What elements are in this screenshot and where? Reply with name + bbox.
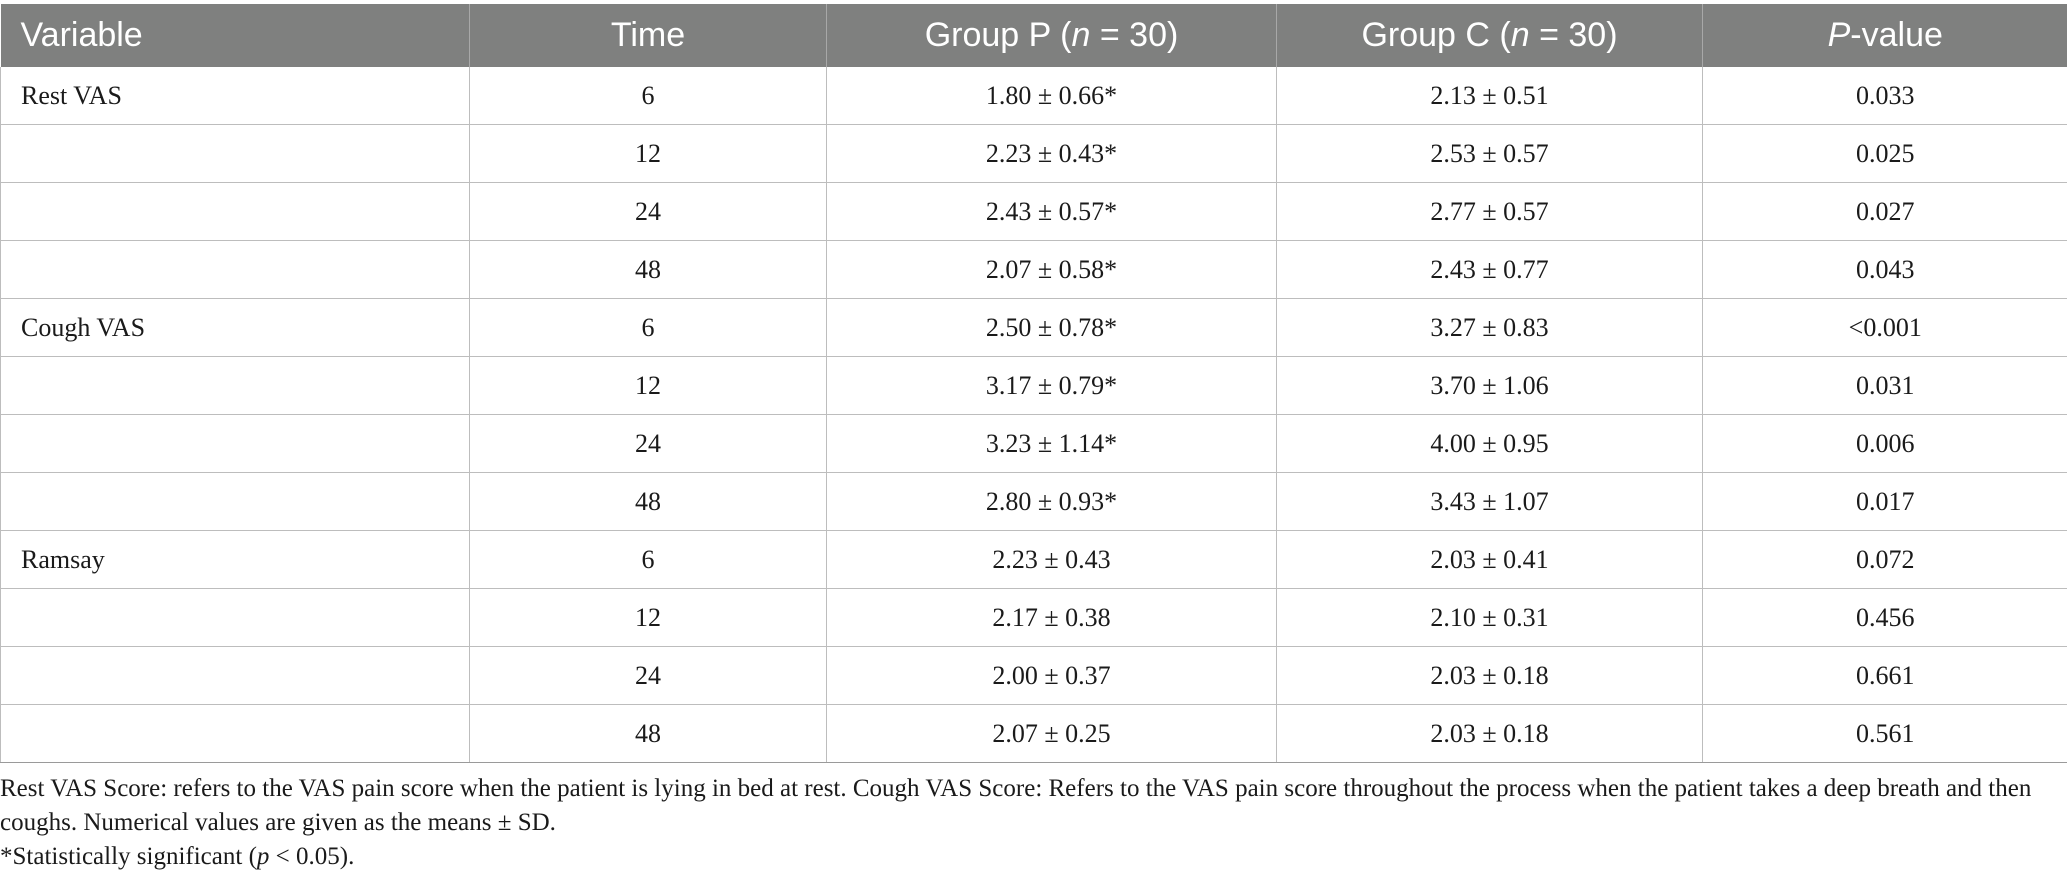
cell-variable: [0, 704, 470, 763]
header-time: Time: [469, 4, 827, 67]
cell-p-value: 0.033: [1702, 67, 2067, 125]
cell-group-p: 2.07 ± 0.25: [826, 704, 1277, 763]
header-group-p-n: n: [1071, 16, 1091, 54]
cell-variable: [0, 472, 470, 531]
cell-group-p: 2.43 ± 0.57*: [826, 182, 1277, 241]
cell-p-value: 0.027: [1702, 182, 2067, 241]
header-group-p-suffix: = 30): [1090, 16, 1179, 54]
cell-variable: [0, 124, 470, 183]
header-group-c-n: n: [1510, 16, 1530, 54]
cell-group-c: 2.03 ± 0.18: [1276, 704, 1703, 763]
cell-variable: [0, 646, 470, 705]
footnote-significance-suffix: < 0.05).: [269, 843, 355, 870]
cell-time: 6: [469, 298, 827, 357]
cell-group-p: 3.17 ± 0.79*: [826, 356, 1277, 415]
cell-time: 12: [469, 124, 827, 183]
table-row: 12 2.17 ± 0.38 2.10 ± 0.31 0.456: [0, 588, 2067, 647]
cell-time: 48: [469, 472, 827, 531]
header-group-p: Group P (n = 30): [826, 4, 1277, 67]
header-row: Variable Time Group P (n = 30) Group C (…: [0, 4, 2067, 67]
header-group-c-suffix: = 30): [1529, 16, 1618, 54]
header-variable: Variable: [0, 4, 470, 67]
cell-group-p: 2.80 ± 0.93*: [826, 472, 1277, 531]
cell-time: 48: [469, 240, 827, 299]
data-table-container: Variable Time Group P (n = 30) Group C (…: [0, 4, 2067, 763]
cell-p-value: 0.006: [1702, 414, 2067, 473]
cell-group-p: 2.00 ± 0.37: [826, 646, 1277, 705]
cell-p-value: <0.001: [1702, 298, 2067, 357]
cell-group-p: 1.80 ± 0.66*: [826, 67, 1277, 125]
cell-time: 6: [469, 530, 827, 589]
cell-group-p: 2.17 ± 0.38: [826, 588, 1277, 647]
cell-p-value: 0.456: [1702, 588, 2067, 647]
cell-p-value: 0.031: [1702, 356, 2067, 415]
cell-group-c: 2.53 ± 0.57: [1276, 124, 1703, 183]
cell-group-c: 2.13 ± 0.51: [1276, 67, 1703, 125]
cell-time: 6: [469, 67, 827, 125]
cell-variable: [0, 356, 470, 415]
cell-p-value: 0.025: [1702, 124, 2067, 183]
table-row: 12 3.17 ± 0.79* 3.70 ± 1.06 0.031: [0, 356, 2067, 415]
cell-p-value: 0.561: [1702, 704, 2067, 763]
cell-p-value: 0.661: [1702, 646, 2067, 705]
cell-variable: [0, 182, 470, 241]
table-header: Variable Time Group P (n = 30) Group C (…: [0, 4, 2067, 67]
cell-group-c: 2.03 ± 0.41: [1276, 530, 1703, 589]
cell-group-c: 3.70 ± 1.06: [1276, 356, 1703, 415]
cell-variable: Cough VAS: [0, 298, 470, 357]
cell-time: 24: [469, 646, 827, 705]
cell-group-p: 2.07 ± 0.58*: [826, 240, 1277, 299]
table-row: 24 2.43 ± 0.57* 2.77 ± 0.57 0.027: [0, 182, 2067, 241]
header-p-value: P-value: [1702, 4, 2067, 67]
cell-p-value: 0.043: [1702, 240, 2067, 299]
cell-time: 48: [469, 704, 827, 763]
cell-variable: [0, 414, 470, 473]
header-group-c-prefix: Group C (: [1361, 16, 1511, 54]
footnote-significance-prefix: *Statistically significant (: [0, 843, 257, 870]
footnote-definitions: Rest VAS Score: refers to the VAS pain s…: [0, 775, 2032, 836]
cell-variable: [0, 588, 470, 647]
table-row: Rest VAS 6 1.80 ± 0.66* 2.13 ± 0.51 0.033: [0, 67, 2067, 125]
cell-group-c: 4.00 ± 0.95: [1276, 414, 1703, 473]
cell-group-c: 2.43 ± 0.77: [1276, 240, 1703, 299]
header-group-c: Group C (n = 30): [1276, 4, 1703, 67]
results-table: Variable Time Group P (n = 30) Group C (…: [0, 4, 2067, 763]
table-row: 48 2.07 ± 0.25 2.03 ± 0.18 0.561: [0, 704, 2067, 763]
cell-group-p: 3.23 ± 1.14*: [826, 414, 1277, 473]
cell-group-c: 3.27 ± 0.83: [1276, 298, 1703, 357]
cell-variable: Ramsay: [0, 530, 470, 589]
cell-group-c: 2.03 ± 0.18: [1276, 646, 1703, 705]
cell-group-p: 2.50 ± 0.78*: [826, 298, 1277, 357]
cell-time: 24: [469, 414, 827, 473]
table-row: 48 2.80 ± 0.93* 3.43 ± 1.07 0.017: [0, 472, 2067, 531]
footnote-significance-p: p: [256, 843, 270, 870]
table-row: 48 2.07 ± 0.58* 2.43 ± 0.77 0.043: [0, 240, 2067, 299]
header-p-value-italic: P: [1827, 16, 1851, 54]
table-row: Ramsay 6 2.23 ± 0.43 2.03 ± 0.41 0.072: [0, 530, 2067, 589]
footnote-significance: *Statistically significant (p < 0.05).: [0, 840, 2060, 874]
cell-p-value: 0.072: [1702, 530, 2067, 589]
cell-time: 12: [469, 588, 827, 647]
table-row: Cough VAS 6 2.50 ± 0.78* 3.27 ± 0.83 <0.001: [0, 298, 2067, 357]
table-row: 12 2.23 ± 0.43* 2.53 ± 0.57 0.025: [0, 124, 2067, 183]
cell-variable: [0, 240, 470, 299]
cell-time: 24: [469, 182, 827, 241]
cell-group-p: 2.23 ± 0.43*: [826, 124, 1277, 183]
cell-p-value: 0.017: [1702, 472, 2067, 531]
table-row: 24 3.23 ± 1.14* 4.00 ± 0.95 0.006: [0, 414, 2067, 473]
cell-group-c: 3.43 ± 1.07: [1276, 472, 1703, 531]
cell-group-c: 2.77 ± 0.57: [1276, 182, 1703, 241]
cell-group-p: 2.23 ± 0.43: [826, 530, 1277, 589]
cell-time: 12: [469, 356, 827, 415]
table-footnotes: Rest VAS Score: refers to the VAS pain s…: [0, 772, 2060, 874]
table-body: Rest VAS 6 1.80 ± 0.66* 2.13 ± 0.51 0.033 12 2…: [0, 67, 2067, 763]
header-group-p-prefix: Group P (: [924, 16, 1072, 54]
cell-variable: Rest VAS: [0, 67, 470, 125]
table-row: 24 2.00 ± 0.37 2.03 ± 0.18 0.661: [0, 646, 2067, 705]
cell-group-c: 2.10 ± 0.31: [1276, 588, 1703, 647]
header-p-value-suffix: -value: [1850, 16, 1943, 54]
